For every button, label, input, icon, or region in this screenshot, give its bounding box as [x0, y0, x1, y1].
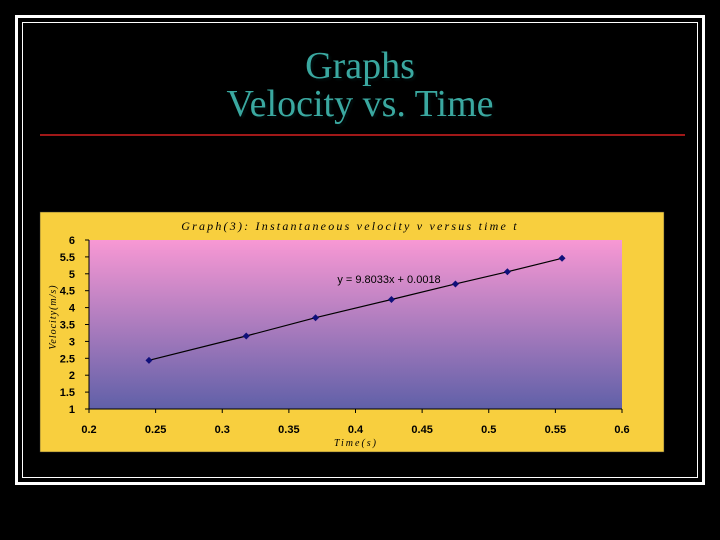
slide-frame-inner — [22, 22, 698, 478]
y-tick-label: 4 — [69, 303, 76, 315]
y-tick-label: 5 — [69, 269, 75, 281]
y-tick-label: 2 — [69, 370, 75, 382]
x-tick-label: 0.25 — [145, 424, 166, 436]
data-point — [312, 314, 320, 322]
data-point — [387, 295, 395, 303]
data-point — [451, 280, 459, 288]
data-point — [503, 268, 511, 276]
x-tick-label: 0.2 — [81, 424, 96, 436]
x-tick-label: 0.55 — [545, 424, 566, 436]
chart-title: Graph(3): Instantaneous velocity v versu… — [181, 219, 519, 233]
x-tick-label: 0.4 — [348, 424, 364, 436]
x-tick-label: 0.45 — [411, 424, 432, 436]
data-point — [145, 356, 153, 364]
y-tick-label: 2.5 — [60, 353, 75, 365]
y-tick-label: 3 — [69, 336, 75, 348]
slide-title: Graphs — [305, 45, 415, 87]
y-tick-label: 3.5 — [60, 320, 75, 332]
y-axis-label: Velocity(m/s) — [48, 284, 59, 349]
title-divider — [40, 134, 685, 136]
y-tick-label: 1 — [69, 404, 75, 416]
x-tick-label: 0.35 — [278, 424, 299, 436]
data-series — [145, 254, 566, 364]
y-tick-label: 4.5 — [60, 286, 75, 298]
data-point — [242, 332, 250, 340]
y-tick-label: 5.5 — [60, 252, 75, 264]
axes — [85, 239, 623, 413]
x-axis-label: Time(s) — [334, 438, 378, 449]
y-tick-label: 1.5 — [60, 387, 75, 399]
plot-area — [89, 240, 622, 409]
y-tick-label: 6 — [69, 235, 75, 247]
slide-frame-outer — [15, 15, 705, 485]
data-point — [558, 254, 566, 262]
tick-labels: 1 1.5 2 2.5 3 3.5 4 4.5 5 5.5 6 0.2 0.25 0.3 0.35 0.4 0.… — [60, 235, 630, 436]
slide-subtitle: Velocity vs. Time — [226, 83, 494, 125]
x-tick-label: 0.3 — [215, 424, 230, 436]
x-tick-label: 0.5 — [481, 424, 496, 436]
trendline-equation: y = 9.8033x + 0.0018 — [337, 274, 440, 286]
x-tick-label: 0.6 — [614, 424, 629, 436]
